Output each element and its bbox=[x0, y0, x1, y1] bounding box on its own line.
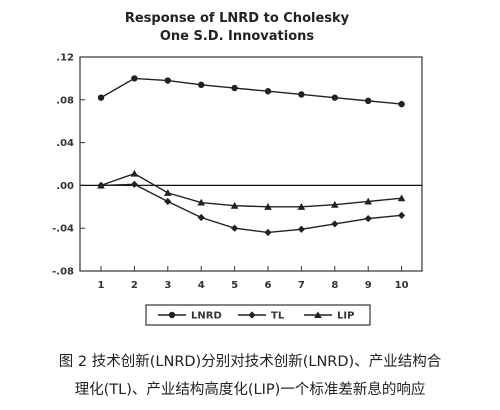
series-line-tl bbox=[100, 183, 402, 234]
data-point-lip bbox=[164, 189, 172, 196]
y-tick-label: .08 bbox=[56, 95, 74, 106]
x-tick-label: 10 bbox=[395, 280, 409, 291]
data-point-lip bbox=[297, 203, 306, 210]
series-lnrd bbox=[97, 75, 405, 108]
series-lip bbox=[97, 169, 406, 210]
series-group bbox=[97, 75, 406, 237]
x-tick-label: 4 bbox=[198, 280, 205, 291]
legend-item-lip: LIP bbox=[304, 311, 354, 322]
x-tick-label: 8 bbox=[331, 280, 338, 291]
legend-marker-lip bbox=[314, 311, 322, 319]
x-tick-label: 7 bbox=[298, 280, 305, 291]
data-point-tl bbox=[164, 197, 172, 206]
data-point-lip bbox=[331, 200, 339, 208]
data-point-lnrd bbox=[97, 94, 105, 101]
impulse-response-chart: Response of LNRD to Cholesky One S.D. In… bbox=[52, 11, 423, 326]
data-point-lnrd bbox=[331, 94, 338, 101]
legend-label-tl: TL bbox=[271, 311, 285, 322]
y-tick-label: .12 bbox=[56, 53, 74, 64]
legend-item-tl: TL bbox=[238, 311, 285, 322]
plot-frame bbox=[79, 56, 423, 272]
data-point-lip bbox=[364, 197, 372, 205]
data-point-tl bbox=[331, 220, 339, 228]
y-tick-label: -.04 bbox=[52, 224, 74, 235]
x-tick-label: 1 bbox=[98, 280, 105, 291]
figure-caption-line-2: 理化(TL)、产业结构高度化(LIP)一个标准差新息的响应 bbox=[74, 382, 426, 398]
data-point-lip bbox=[197, 198, 205, 206]
chart-title-line-1: Response of LNRD to Cholesky bbox=[125, 11, 350, 26]
data-point-tl bbox=[264, 228, 272, 237]
data-point-lnrd bbox=[231, 84, 238, 92]
data-point-lnrd bbox=[298, 91, 305, 98]
data-point-tl bbox=[197, 213, 205, 222]
data-point-tl bbox=[364, 214, 372, 223]
data-point-lip bbox=[97, 181, 105, 189]
legend-label-lnrd: LNRD bbox=[191, 311, 222, 322]
data-point-lnrd bbox=[131, 75, 138, 82]
data-point-lip bbox=[264, 203, 272, 210]
x-tick-label: 6 bbox=[265, 280, 272, 291]
y-tick-label: .04 bbox=[56, 138, 74, 149]
data-point-tl bbox=[231, 224, 239, 232]
series-tl bbox=[97, 180, 406, 237]
data-point-lip bbox=[230, 201, 239, 209]
data-point-lnrd bbox=[198, 81, 205, 89]
x-tick-label: 9 bbox=[365, 280, 372, 291]
series-line-lnrd bbox=[100, 77, 402, 105]
data-point-tl bbox=[130, 180, 138, 188]
data-point-lnrd bbox=[398, 100, 405, 108]
data-point-lnrd bbox=[164, 77, 171, 84]
x-tick-label: 2 bbox=[131, 280, 138, 291]
x-axis: 1 2 3 4 5 6 7 8 9 10 bbox=[98, 266, 409, 291]
series-line-lip bbox=[100, 172, 402, 208]
y-tick-label: .00 bbox=[56, 181, 74, 192]
chart-title-line-2: One S.D. Innovations bbox=[160, 29, 315, 44]
x-tick-label: 3 bbox=[164, 280, 171, 291]
legend-label-lip: LIP bbox=[337, 311, 354, 322]
data-point-tl bbox=[398, 211, 406, 219]
data-point-lip bbox=[130, 169, 139, 177]
legend-marker-tl bbox=[248, 311, 256, 319]
data-point-lip bbox=[397, 194, 406, 202]
legend: LNRD TL LIP bbox=[158, 311, 354, 322]
legend-item-lnrd: LNRD bbox=[158, 311, 222, 322]
x-tick-label: 5 bbox=[231, 280, 238, 291]
data-point-tl bbox=[297, 225, 305, 233]
data-point-lnrd bbox=[365, 97, 372, 105]
y-tick-label: -.08 bbox=[52, 267, 74, 278]
data-point-lnrd bbox=[264, 88, 272, 95]
figure-caption-line-1: 图 2 技术创新(LNRD)分别对技术创新(LNRD)、产业结构合 bbox=[58, 354, 442, 370]
legend-marker-lnrd bbox=[168, 311, 176, 319]
